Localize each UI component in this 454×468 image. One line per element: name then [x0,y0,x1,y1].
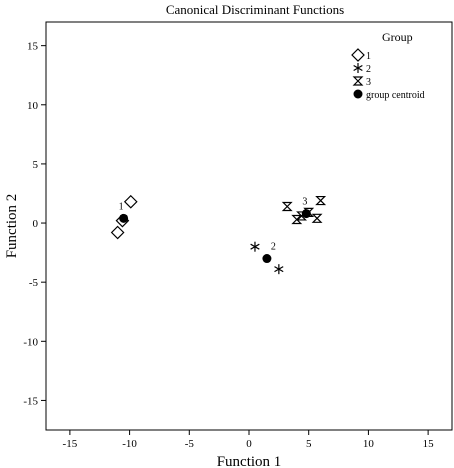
centroid-label: 1 [119,201,124,212]
legend-marker-filled-circle [353,89,363,99]
plot-frame [45,21,453,431]
x-tick-label: -10 [122,438,137,450]
legend-marker-diamond [351,48,365,62]
x-axis-label: Function 1 [217,454,282,468]
centroid-label: 2 [271,242,276,253]
legend-entry-label: 1 [366,51,371,62]
x-tick-label: 15 [423,438,435,450]
y-tick-label: 10 [27,100,39,112]
centroid-label: 3 [302,197,307,208]
y-tick-label: -5 [29,277,39,289]
x-tick-label: -15 [63,438,78,450]
centroid-group-1 [119,213,129,223]
point-group-2 [274,264,284,275]
legend-marker-asterisk [353,63,363,73]
point-group-2 [250,241,260,252]
point-group-3 [311,213,323,223]
x-tick-label: 0 [246,438,252,450]
y-tick-label: -15 [23,395,38,407]
y-tick-label: -10 [23,336,38,348]
point-group-3 [315,195,327,206]
legend-entry-label: group centroid [366,90,425,101]
data-marks: 1 2 3 [110,194,327,275]
centroid-group-3 [301,209,311,219]
legend-marker-hourglass [352,76,364,86]
x-tick-label: 10 [363,438,375,450]
y-axis-label: Function 2 [4,194,20,259]
chart-title: Canonical Discriminant Functions [166,2,344,17]
x-tick-label: 5 [306,438,312,450]
y-tick-label: 15 [27,41,39,53]
legend: Group 1 2 3 group centroid [351,30,425,101]
x-tick-label: -5 [185,438,195,450]
y-tick-label: 5 [33,159,39,171]
y-tick-label: 0 [33,218,39,230]
point-group-1 [123,194,138,209]
point-group-3 [291,214,303,225]
axis-ticks: -15 -10 -5 0 5 10 15 -15 -10 -5 0 5 10 15 [23,41,434,450]
legend-entry-label: 2 [366,64,371,75]
point-group-1 [110,225,125,240]
legend-title: Group [382,30,413,44]
legend-entry-label: 3 [366,77,371,88]
point-group-3 [281,201,293,212]
centroid-group-2 [262,254,272,264]
